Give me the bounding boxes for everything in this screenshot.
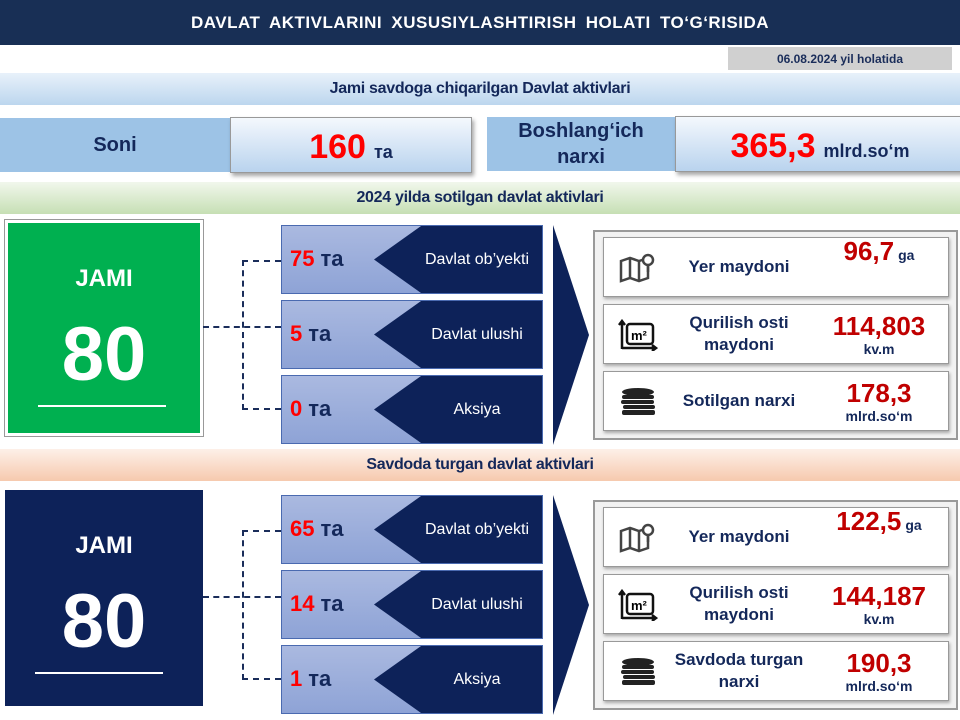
row-unit: та xyxy=(320,516,344,541)
card-name: Savdoda turgan narxi xyxy=(674,649,804,691)
summary-card: m² Qurilish osti maydoni 114,803 kv.m xyxy=(603,304,949,364)
row-count: 65 xyxy=(290,516,315,541)
summary-card: Yer maydoni 96,7 ga xyxy=(603,237,949,297)
row-name: Davlat ulushi xyxy=(431,325,523,343)
asset-type-row: 65 та Davlat ob’yekti xyxy=(281,495,543,564)
date-badge: 06.08.2024 yil holatida xyxy=(728,47,952,70)
row-name: Aksiya xyxy=(453,400,501,418)
row-count: 1 xyxy=(290,666,303,691)
page-title: DAVLAT AKTIVLARINI XUSUSIYLASHTIRISH HOL… xyxy=(0,0,960,45)
row-unit: та xyxy=(308,666,332,691)
count-value-box: 160 та xyxy=(230,117,472,173)
price-unit: mlrd.so‘m xyxy=(823,141,910,161)
trading-summary-panel: Yer maydoni 122,5 ga m² Qurilish osti may… xyxy=(593,500,958,710)
asset-type-row: 14 та Davlat ulushi xyxy=(281,570,543,639)
card-unit: mlrd.so‘m xyxy=(845,407,913,424)
price-label: Boshlang‘ich narxi xyxy=(487,117,675,171)
svg-text:m²: m² xyxy=(631,598,648,613)
chevron-arrow-icon xyxy=(553,225,589,445)
asset-type-row: 1 та Aksiya xyxy=(281,645,543,714)
sold-summary-panel: Yer maydoni 96,7 ga m² Qurilish osti mayd… xyxy=(593,230,958,440)
card-value: 122,5 xyxy=(836,506,902,536)
card-unit: kv.m xyxy=(863,340,895,357)
trading-jami-box: JAMI 80 xyxy=(5,490,203,706)
count-unit: та xyxy=(373,142,393,162)
price-value-box: 365,3 mlrd.so‘m xyxy=(675,116,960,172)
jami-label: JAMI xyxy=(75,532,133,559)
card-unit: ga xyxy=(905,517,922,533)
sold-section-title: 2024 yilda sotilgan davlat aktivlari xyxy=(0,182,960,214)
summary-card: Sotilgan narxi 178,3 mlrd.so‘m xyxy=(603,371,949,431)
count-value: 160 xyxy=(309,128,366,166)
row-count: 75 xyxy=(290,246,315,271)
row-name: Davlat ob’yekti xyxy=(424,520,530,538)
card-name: Yer maydoni xyxy=(688,526,790,546)
card-value: 114,803 xyxy=(832,310,926,341)
card-unit: kv.m xyxy=(863,610,895,627)
asset-type-row: 5 та Davlat ulushi xyxy=(281,300,543,369)
row-unit: та xyxy=(320,591,344,616)
row-count: 0 xyxy=(290,396,303,421)
coins-icon xyxy=(618,386,658,418)
row-count: 5 xyxy=(290,321,303,346)
sold-jami-box: JAMI 80 xyxy=(4,219,204,437)
jami-label: JAMI xyxy=(75,265,133,292)
price-value: 365,3 xyxy=(730,127,816,165)
card-name: Sotilgan narxi xyxy=(682,390,796,410)
asset-type-row: 75 та Davlat ob’yekti xyxy=(281,225,543,294)
summary-card: m² Qurilish osti maydoni 144,187 kv.m xyxy=(603,574,949,634)
row-unit: та xyxy=(308,321,332,346)
map-pin-icon xyxy=(618,252,658,284)
card-unit: mlrd.so‘m xyxy=(845,677,913,694)
area-m2-icon: m² xyxy=(618,318,659,352)
summary-card: Savdoda turgan narxi 190,3 mlrd.so‘m xyxy=(603,641,949,701)
count-label: Soni xyxy=(0,118,230,172)
card-value: 144,187 xyxy=(832,580,926,611)
row-count: 14 xyxy=(290,591,315,616)
jami-value: 80 xyxy=(61,579,147,664)
connector-bracket xyxy=(242,260,281,410)
asset-type-row: 0 та Aksiya xyxy=(281,375,543,444)
total-section-title: Jami savdoga chiqarilgan Davlat aktivlar… xyxy=(0,73,960,105)
card-value: 190,3 xyxy=(846,647,912,678)
chevron-arrow-icon xyxy=(553,495,589,715)
coins-icon xyxy=(618,656,658,688)
card-name: Yer maydoni xyxy=(688,256,790,276)
card-value: 96,7 xyxy=(843,236,895,266)
svg-text:m²: m² xyxy=(631,328,648,343)
card-name: Qurilish osti maydoni xyxy=(689,312,789,354)
row-name: Davlat ob’yekti xyxy=(424,250,530,268)
row-name: Davlat ulushi xyxy=(431,595,523,613)
row-unit: та xyxy=(320,246,344,271)
card-name: Qurilish osti maydoni xyxy=(689,582,789,624)
summary-card: Yer maydoni 122,5 ga xyxy=(603,507,949,567)
map-pin-icon xyxy=(618,522,658,554)
row-name: Aksiya xyxy=(453,670,501,688)
card-unit: ga xyxy=(898,247,915,263)
card-value: 178,3 xyxy=(846,377,912,408)
area-m2-icon: m² xyxy=(618,588,659,622)
jami-value: 80 xyxy=(61,312,147,397)
trading-section-title: Savdoda turgan davlat aktivlari xyxy=(0,449,960,481)
connector-bracket xyxy=(242,530,281,680)
row-unit: та xyxy=(308,396,332,421)
jami-underline xyxy=(38,405,166,407)
jami-underline xyxy=(35,672,163,674)
